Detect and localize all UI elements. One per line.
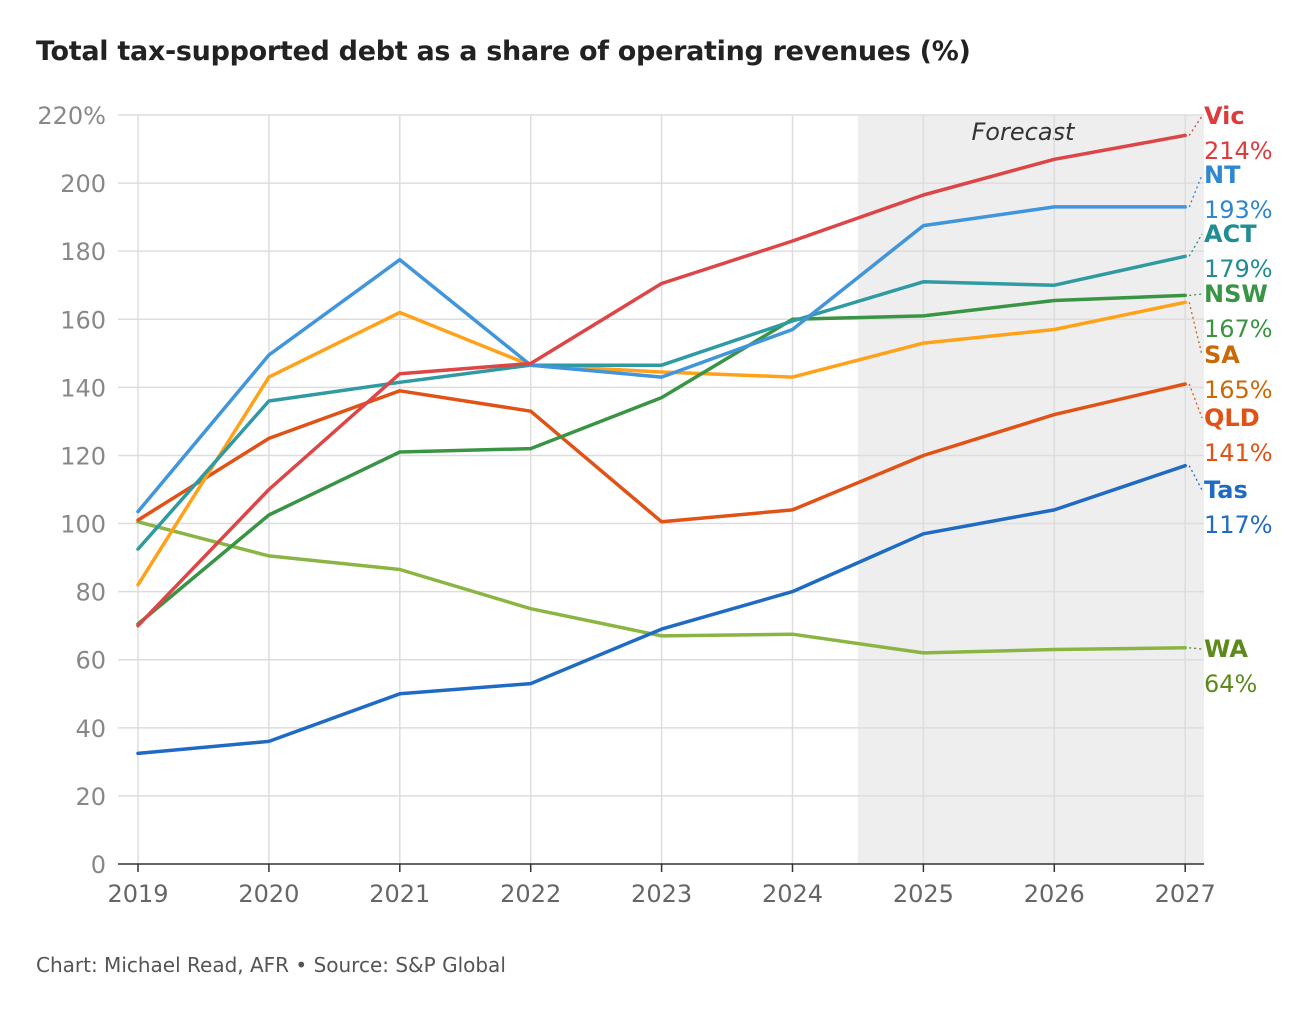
series-line-wa [136,520,1187,655]
leader-line [1188,383,1203,419]
series-name-label: WA [1204,635,1248,663]
leader-line [1188,174,1203,208]
chart-title: Total tax-supported debt as a share of o… [36,36,971,67]
series-end-labels: WA 64% Tas 117% QLD 141% SA 165% NSW 167% ACT 179% N… [1188,102,1273,698]
x-tick-label: 2025 [893,880,954,908]
y-tick-label: 180 [60,238,106,266]
series-value-label: 193% [1204,196,1273,224]
series-line-vic [136,133,1187,628]
series-line-qld [136,382,1187,524]
leader-line [1188,233,1203,257]
series-value-label: 179% [1204,255,1273,283]
series-name-label: NSW [1204,280,1268,308]
series-value-label: 141% [1204,439,1273,467]
forecast-label: Forecast [972,118,1077,146]
y-tick-label: 120 [60,442,106,470]
series-name-label: QLD [1204,404,1260,432]
x-tick-label: 2027 [1155,880,1216,908]
series-name-label: NT [1204,161,1241,189]
forecast-band [857,115,1204,864]
series-line-tas [136,463,1187,756]
y-tick-label: 60 [75,647,106,675]
y-tick-label: 200 [60,170,106,198]
series-name-label: Vic [1204,102,1245,130]
series-line-nt [136,205,1187,514]
axes: 2019 2020 2021 2022 2023 2024 2025 2026 2027 0 20 4… [37,102,1215,908]
series-name-label: SA [1204,341,1240,369]
series-value-label: 117% [1204,511,1273,539]
x-tick-label: 2026 [1024,880,1085,908]
y-tick-label: 20 [75,783,106,811]
gridlines [118,114,1204,864]
series-line-act [136,254,1187,551]
y-tick-label: 40 [75,715,106,743]
y-tick-label: 140 [60,374,106,402]
x-tick-label: 2021 [369,880,430,908]
x-tick-label: 2020 [238,880,299,908]
leader-line [1188,115,1203,136]
x-tick-label: 2022 [500,880,561,908]
forecast-region: Forecast [857,115,1204,864]
x-tick-label: 2023 [631,880,692,908]
series-value-label: 165% [1204,376,1273,404]
y-tick-label: 0 [91,851,106,879]
line-chart: Forecast 2019 2020 2021 2022 2023 2024 2025 202… [37,102,1273,908]
x-tick-label: 2019 [107,880,168,908]
series-line-sa [136,300,1187,587]
series-value-label: 64% [1204,670,1257,698]
series-value-label: 214% [1204,137,1273,165]
leader-line [1189,293,1203,297]
x-tick-label: 2024 [762,880,823,908]
y-tick-label: 100 [60,511,106,539]
leader-line [1189,647,1203,650]
series-lines [136,133,1187,756]
y-tick-label: 220% [37,102,106,130]
leader-line [1188,302,1203,356]
series-line-nsw [136,293,1187,626]
y-tick-label: 80 [75,579,106,607]
y-tick-label: 160 [60,306,106,334]
series-name-label: Tas [1204,476,1248,504]
series-value-label: 167% [1204,315,1273,343]
series-name-label: ACT [1204,220,1257,248]
source-note: Chart: Michael Read, AFR • Source: S&P G… [36,953,506,977]
